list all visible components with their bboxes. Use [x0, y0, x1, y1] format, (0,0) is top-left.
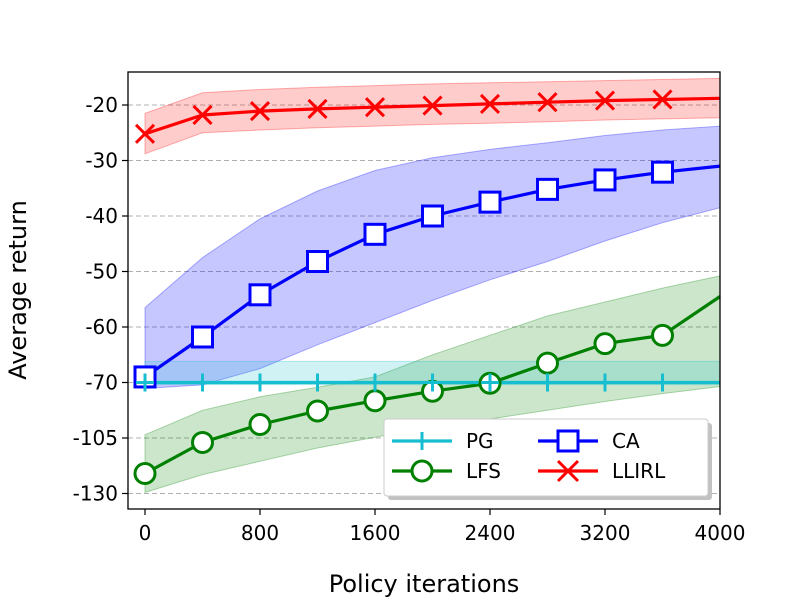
point-llirl — [652, 89, 673, 110]
y-axis-title: Average return — [4, 200, 32, 380]
y-tick-label: -105 — [73, 426, 118, 450]
point-ca — [306, 250, 329, 274]
point-llirl — [249, 101, 271, 122]
legend-item-pg: PG — [392, 429, 494, 453]
point-ca — [651, 160, 674, 184]
legend-box — [383, 418, 709, 497]
x-tick-label: 3200 — [580, 521, 631, 545]
series-markers — [133, 89, 674, 486]
legend-marker-lfs — [410, 459, 434, 483]
legend-label-ca: CA — [612, 429, 640, 453]
point-ca — [478, 190, 502, 214]
legend-label-llirl: LLIRL — [612, 459, 666, 483]
point-pg — [193, 373, 212, 392]
point-llirl — [537, 92, 558, 113]
y-tick-label: -40 — [85, 204, 118, 228]
legend-item-llirl: LLIRL — [538, 459, 666, 483]
legend-label-lfs: LFS — [466, 459, 501, 483]
legend-marker-llirl — [556, 459, 580, 483]
point-lfs — [363, 389, 387, 413]
y-tick-label: -70 — [85, 371, 118, 395]
x-tick-label: 800 — [241, 521, 279, 545]
point-llirl — [134, 123, 156, 144]
point-ca — [191, 325, 214, 349]
x-axis-title: Policy iterations — [329, 570, 520, 598]
point-ca — [421, 204, 444, 228]
point-llirl — [422, 95, 443, 116]
point-lfs — [593, 332, 617, 356]
point-llirl — [192, 104, 213, 126]
point-pg — [251, 373, 269, 392]
point-ca — [363, 222, 387, 246]
legend-item-lfs: LFS — [392, 459, 501, 483]
point-llirl — [594, 90, 616, 111]
point-ca — [593, 168, 617, 192]
x-tick-label: 4000 — [695, 521, 746, 545]
x-tick-label: 1600 — [350, 521, 401, 545]
axis-ticks: -20 -30 -40 -50 -60 -70 -105 -130 0 800 1600 2400 32… — [73, 93, 746, 545]
point-pg — [423, 373, 442, 392]
point-pg — [481, 373, 499, 392]
point-pg — [596, 373, 614, 392]
y-tick-label: -50 — [85, 260, 118, 284]
x-tick-label: 0 — [139, 521, 152, 545]
legend-marker-ca — [556, 429, 580, 453]
point-llirl — [307, 98, 328, 119]
point-pg — [366, 373, 384, 392]
point-ca — [248, 283, 272, 307]
legend-label-pg: PG — [466, 429, 494, 453]
y-tick-label: -130 — [73, 482, 118, 506]
point-pg — [653, 373, 672, 392]
legend-item-ca: CA — [538, 429, 640, 453]
point-ca — [536, 177, 559, 201]
point-pg — [308, 373, 327, 392]
point-lfs — [191, 430, 214, 454]
point-lfs — [651, 323, 674, 347]
point-lfs — [133, 462, 157, 486]
y-tick-label: -60 — [85, 315, 118, 339]
point-pg — [538, 373, 557, 392]
legend-marker-pg — [413, 432, 431, 450]
plot-frame — [127, 71, 721, 510]
point-pg — [136, 373, 154, 392]
point-llirl — [364, 97, 386, 118]
x-tick-label: 2400 — [465, 521, 516, 545]
point-lfs — [248, 413, 272, 437]
y-tick-label: -30 — [85, 149, 118, 173]
point-lfs — [306, 399, 329, 423]
point-lfs — [536, 351, 559, 375]
legend: PG CA LFS LLIRL — [383, 418, 712, 500]
point-llirl — [479, 93, 501, 114]
y-tick-label: -20 — [85, 93, 118, 117]
